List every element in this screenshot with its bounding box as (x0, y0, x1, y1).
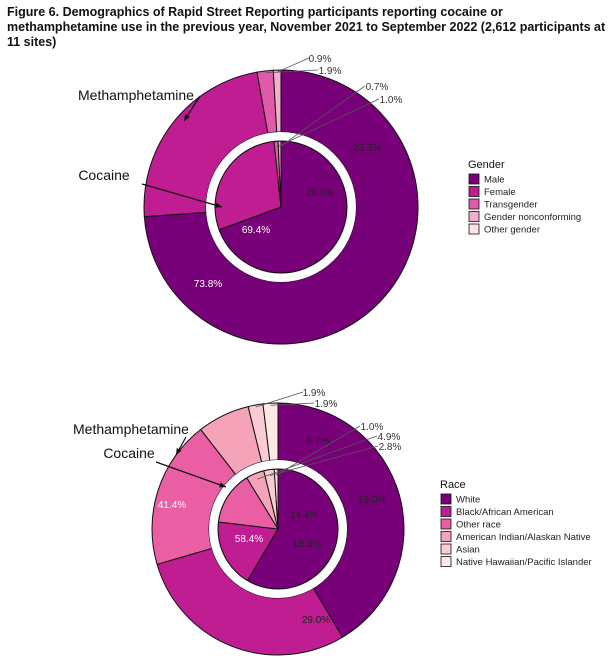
race-cocaine-ring (217, 468, 339, 590)
gender-methamphetamine-label-female: 23.3% (353, 143, 381, 154)
race-ring-label-cocaine: Cocaine (103, 445, 155, 461)
race-cocaine-label-asian: 2.8% (379, 442, 402, 453)
legend-label-gender-nonconforming: Gender nonconforming (484, 212, 581, 223)
legend-label-female: Female (484, 187, 516, 198)
race-labels: 41.4% 29.0% 19.0% 6.7% 1.9%1.9% 58.4% 18.3% 14.… (158, 388, 402, 626)
race-methamphetamine-label-american-indian-alaskan-native: 6.7% (307, 436, 330, 447)
gender-ring-arrowhead-cocaine (215, 202, 222, 208)
gender-cocaine-label-gender-nonconforming: 0.7% (366, 82, 389, 93)
gender-cocaine-label-female: 28.9% (306, 188, 334, 199)
legend-label-transgender: Transgender (484, 200, 538, 211)
race-methamphetamine-leader-asian (255, 391, 304, 408)
gender-cocaine-ring (214, 140, 348, 274)
gender-ring-border-inner (214, 140, 348, 274)
gender-cocaine-leader-transgender (276, 98, 380, 148)
legend-label-other-race: Other race (456, 520, 501, 531)
race-ring-arrowhead-cocaine (219, 482, 226, 488)
race-ring-border-inner (217, 468, 339, 590)
legend-swatch-transgender (468, 198, 480, 210)
legend-label-asian: Asian (456, 545, 480, 556)
race-methamphetamine-label-native-hawaiian-pacific-islander: 1.9% (315, 399, 338, 410)
legend-swatch-white (440, 493, 452, 505)
gender-ring-gap (206, 132, 356, 282)
gender-ring-label-cocaine: Cocaine (78, 167, 130, 183)
race-cocaine-label-white: 58.4% (235, 534, 263, 545)
legend-swatch-other-gender (468, 223, 480, 235)
gender-cocaine-leader-gender-nonconforming (279, 85, 366, 148)
legend-swatch-native-hawaiian-pacific-islander (440, 556, 452, 567)
legend-swatch-female (468, 186, 480, 197)
legend-label-native-hawaiian-pacific-islander: Native Hawaiian/Pacific Islander (456, 557, 592, 568)
race-methamphetamine-leader-native-hawaiian-pacific-islander (270, 402, 315, 406)
legend-swatch-male (468, 173, 480, 185)
race-methamphetamine-label-asian: 1.9% (303, 388, 326, 399)
gender-ring-arrowhead-methamphetamine (184, 114, 190, 121)
gender-legend-title: Gender (468, 159, 505, 171)
race-cocaine-leader-asian (269, 445, 379, 477)
legend-label-other-gender: Other gender (484, 225, 540, 236)
gender-cocaine-label-male: 69.4% (242, 225, 270, 236)
gender-methamphetamine-leader-gender-nonconforming (277, 57, 310, 73)
legend-label-white: White (456, 495, 480, 506)
legend-swatch-asian (440, 543, 452, 555)
legend-label-male: Male (484, 175, 505, 186)
race-cocaine-label-other-race: 14.4% (290, 510, 318, 521)
gender-methamphetamine-label-male: 73.8% (194, 279, 222, 290)
legend-label-black-african-american: Black/African American (456, 507, 554, 518)
gender-methamphetamine-label-transgender: 1.9% (319, 66, 342, 77)
race-ring-arrowhead-methamphetamine (176, 448, 182, 455)
race-ring-label-methamphetamine: Methamphetamine (73, 421, 189, 437)
legend-swatch-black-african-american (440, 506, 452, 517)
gender-methamphetamine-leader-transgender (265, 69, 319, 74)
race-cocaine-leader-native-hawaiian-pacific-islander (276, 425, 361, 476)
race-ring-arrow-cocaine (155, 461, 227, 488)
race-legend-title: Race (440, 479, 466, 491)
gender-methamphetamine-label-gender-nonconforming: 0.9% (309, 54, 332, 65)
race-donut-chart: 41.4% 29.0% 19.0% 6.7% 1.9%1.9% 58.4% 18.3% 14.… (73, 388, 592, 656)
legend-swatch-other-race (440, 518, 452, 530)
gender-cocaine-label-transgender: 1.0% (380, 95, 403, 106)
legend-swatch-american-indian-alaskan-native (440, 531, 452, 542)
gender-donut-chart: 73.8% 23.3% 1.9%0.9% 69.4% 28.9% 1.0% 0.7% Meth… (78, 54, 581, 345)
gender-labels: 73.8% 23.3% 1.9%0.9% 69.4% 28.9% 1.0% 0.7% (194, 54, 403, 290)
race-methamphetamine-label-white: 41.4% (158, 500, 186, 511)
race-methamphetamine-label-other-race: 19.0% (358, 495, 386, 506)
gender-ring-label-methamphetamine: Methamphetamine (78, 87, 194, 103)
legend-label-american-indian-alaskan-native: American Indian/Alaskan Native (456, 532, 591, 543)
gender-ring-arrow-cocaine (141, 183, 223, 208)
race-cocaine-label-native-hawaiian-pacific-islander: 1.0% (361, 422, 384, 433)
legend-swatch-gender-nonconforming (468, 211, 480, 222)
race-cocaine-label-black-african-american: 18.3% (293, 539, 321, 550)
race-cocaine-leader-american-indian-alaskan-native (257, 435, 378, 480)
race-methamphetamine-label-black-african-american: 29.0% (302, 615, 330, 626)
race-cocaine-label-american-indian-alaskan-native: 4.9% (378, 432, 401, 443)
figure-title: Figure 6. Demographics of Rapid Street R… (7, 5, 606, 49)
race-ring-gap (209, 460, 347, 598)
